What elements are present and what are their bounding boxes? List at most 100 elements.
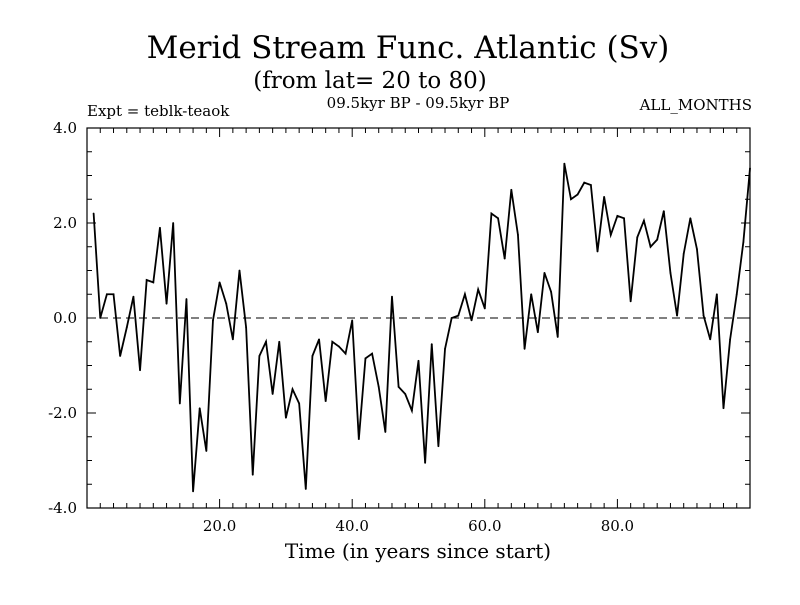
- y-tick-label: 2.0: [53, 214, 77, 232]
- chart-title: Merid Stream Func. Atlantic (Sv): [147, 30, 670, 66]
- y-tick-label: 0.0: [53, 309, 77, 327]
- data-point: [583, 181, 586, 184]
- data-point: [629, 300, 632, 303]
- data-point: [623, 217, 625, 220]
- data-point: [344, 352, 347, 355]
- data-point: [444, 347, 446, 350]
- data-point: [318, 338, 320, 341]
- data-point: [662, 210, 665, 213]
- data-point: [735, 293, 738, 296]
- data-point: [523, 347, 526, 350]
- data-point: [483, 307, 486, 310]
- data-point: [437, 445, 440, 448]
- data-point: [510, 188, 513, 191]
- data-point: [152, 281, 155, 284]
- data-point: [125, 326, 128, 329]
- months-label: ALL_MONTHS: [639, 96, 752, 114]
- data-point: [556, 336, 559, 338]
- data-point: [696, 248, 698, 251]
- data-point: [430, 343, 433, 346]
- data-point: [576, 193, 579, 196]
- data-point: [92, 212, 95, 215]
- data-point: [145, 279, 148, 281]
- data-point: [490, 212, 493, 215]
- data-point: [603, 195, 606, 198]
- data-point: [357, 438, 360, 441]
- data-point: [304, 488, 307, 490]
- data-point: [291, 388, 294, 391]
- data-point: [702, 314, 705, 317]
- data-point: [99, 317, 102, 319]
- data-point: [709, 338, 712, 341]
- data-point: [231, 338, 234, 341]
- data-point: [656, 238, 659, 241]
- data-point: [377, 385, 380, 388]
- x-tick-label: 20.0: [203, 517, 236, 535]
- data-point: [417, 359, 420, 362]
- data-point: [178, 402, 181, 405]
- data-point: [477, 288, 480, 291]
- data-point: [609, 233, 612, 236]
- data-point: [676, 314, 678, 317]
- data-point: [198, 407, 201, 410]
- x-axis-label: Time (in years since start): [285, 539, 551, 563]
- data-point: [271, 393, 274, 395]
- data-point: [245, 326, 248, 329]
- data-point: [105, 293, 108, 296]
- data-point: [404, 393, 407, 395]
- data-point: [331, 340, 334, 343]
- data-point: [258, 355, 261, 357]
- data-point: [636, 236, 639, 239]
- data-point: [251, 473, 254, 476]
- data-point: [397, 385, 400, 388]
- data-point: [715, 293, 718, 296]
- data-point: [298, 402, 301, 405]
- data-point: [450, 317, 453, 319]
- data-point: [132, 295, 135, 298]
- data-point: [749, 167, 751, 170]
- data-point: [218, 281, 221, 284]
- data-point: [185, 298, 188, 300]
- x-tick-label: 80.0: [601, 517, 634, 535]
- data-point: [172, 222, 175, 224]
- plot-area: 20.0 40.0 60.0 80.0 -4.0 -2.0 0.0 2.0 4.0: [48, 119, 751, 535]
- data-point: [457, 314, 460, 317]
- data-point: [311, 355, 314, 357]
- data-point: [265, 340, 267, 343]
- y-tick-label: -2.0: [48, 404, 77, 422]
- data-point: [384, 431, 387, 433]
- data-point: [497, 217, 499, 220]
- y-tick-label: 4.0: [53, 119, 77, 137]
- data-point: [351, 319, 354, 322]
- data-point: [391, 295, 393, 298]
- data-point: [410, 409, 413, 412]
- data-point: [682, 252, 685, 255]
- data-point: [589, 184, 592, 186]
- data-point: [563, 162, 566, 165]
- x-tick-label: 40.0: [335, 517, 368, 535]
- data-point: [517, 233, 519, 236]
- experiment-label: Expt = teblk-teaok: [87, 102, 230, 120]
- y-tick-label: -4.0: [48, 499, 77, 517]
- data-point: [119, 355, 122, 357]
- data-point: [159, 226, 161, 229]
- data-point: [530, 293, 533, 296]
- period-label: 09.5kyr BP - 09.5kyr BP: [327, 94, 510, 112]
- data-point: [165, 302, 168, 305]
- data-point: [669, 271, 672, 274]
- data-point: [192, 490, 194, 493]
- data-point: [278, 340, 281, 343]
- data-point: [570, 198, 572, 201]
- data-point: [464, 293, 466, 296]
- data-point: [543, 271, 546, 274]
- data-point: [238, 269, 241, 272]
- data-point: [503, 257, 506, 260]
- data-point: [112, 293, 115, 296]
- data-point: [324, 400, 327, 403]
- x-tick-label: 60.0: [468, 517, 501, 535]
- data-point: [364, 357, 367, 360]
- data-point: [742, 241, 745, 243]
- data-point: [338, 345, 340, 348]
